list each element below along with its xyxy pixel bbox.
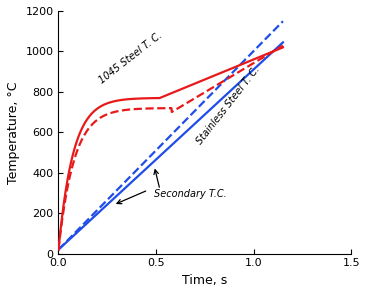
Text: 1045 Steel T. C.: 1045 Steel T. C. (98, 30, 164, 86)
Text: Secondary T.C.: Secondary T.C. (154, 189, 227, 199)
Y-axis label: Temperature, °C: Temperature, °C (7, 81, 20, 183)
Text: Stainless Steel T. C.: Stainless Steel T. C. (195, 65, 262, 146)
X-axis label: Time, s: Time, s (182, 274, 228, 287)
